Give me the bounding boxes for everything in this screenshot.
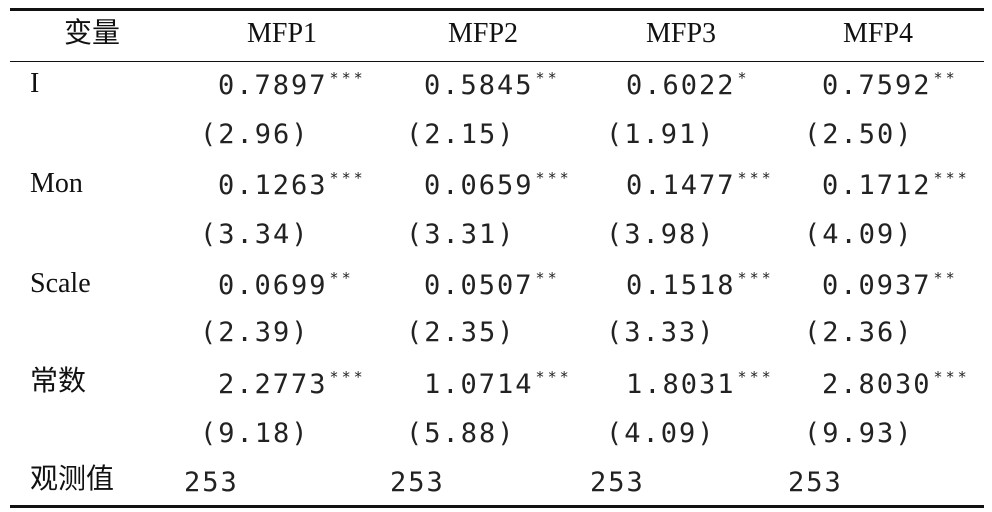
coef-cell: 0.0937 **: [822, 269, 958, 301]
row-label-mon: Mon: [30, 168, 83, 199]
significance-stars: *: [737, 69, 750, 87]
coef-value: 0.5845: [424, 70, 534, 101]
row-label-constant: 常数: [30, 366, 87, 397]
t-stat-cell: (2.96): [200, 119, 310, 150]
significance-stars: ***: [535, 169, 572, 187]
coef-cell: 0.0659 ***: [424, 169, 572, 201]
observation-count: 253: [788, 467, 843, 498]
significance-stars: ***: [329, 368, 366, 386]
t-stat-cell: (3.31): [406, 219, 516, 250]
significance-stars: **: [329, 269, 354, 287]
row-label-i: I: [30, 68, 40, 99]
header-variable: 变量: [64, 18, 121, 49]
coef-cell: 0.7897 ***: [218, 69, 366, 101]
coef-value: 0.0659: [424, 170, 534, 201]
header-mfp2: MFP2: [448, 18, 519, 49]
coef-value: 0.6022: [626, 70, 736, 101]
t-stat-cell: (9.18): [200, 418, 310, 449]
observation-count: 253: [184, 467, 239, 498]
coef-cell: 1.8031 ***: [626, 368, 774, 400]
significance-stars: ***: [933, 368, 970, 386]
coef-value: 2.2773: [218, 369, 328, 400]
row-label-observations: 观测值: [30, 464, 115, 495]
coef-cell: 0.6022 *: [626, 69, 750, 101]
coef-value: 0.1477: [626, 170, 736, 201]
coef-cell: 0.1518 ***: [626, 269, 774, 301]
t-stat-cell: (2.36): [804, 317, 914, 348]
coef-value: 0.7897: [218, 70, 328, 101]
coef-cell: 0.5845 **: [424, 69, 560, 101]
coef-cell: 2.2773 ***: [218, 368, 366, 400]
observation-count: 253: [590, 467, 645, 498]
header-mfp1: MFP1: [247, 18, 318, 49]
table-top-rule: [10, 8, 984, 11]
t-stat-cell: (2.15): [406, 119, 516, 150]
significance-stars: **: [535, 69, 560, 87]
coef-value: 1.8031: [626, 369, 736, 400]
t-stat-cell: (4.09): [606, 418, 716, 449]
significance-stars: **: [933, 269, 958, 287]
t-stat-cell: (3.98): [606, 219, 716, 250]
t-stat-cell: (4.09): [804, 219, 914, 250]
t-stat-cell: (2.39): [200, 317, 310, 348]
t-stat-cell: (5.88): [406, 418, 516, 449]
coef-value: 0.1712: [822, 170, 932, 201]
t-stat-cell: (1.91): [606, 119, 716, 150]
significance-stars: ***: [737, 169, 774, 187]
t-stat-cell: (2.50): [804, 119, 914, 150]
significance-stars: ***: [737, 368, 774, 386]
coef-value: 0.1263: [218, 170, 328, 201]
coef-value: 0.0507: [424, 270, 534, 301]
coef-cell: 0.0699 **: [218, 269, 354, 301]
t-stat-cell: (3.33): [606, 317, 716, 348]
significance-stars: ***: [329, 69, 366, 87]
significance-stars: **: [933, 69, 958, 87]
row-label-scale: Scale: [30, 268, 91, 299]
coef-value: 0.0699: [218, 270, 328, 301]
table-header-rule: [10, 61, 984, 62]
t-stat-cell: (9.93): [804, 418, 914, 449]
coef-cell: 2.8030 ***: [822, 368, 970, 400]
coef-value: 0.0937: [822, 270, 932, 301]
significance-stars: ***: [329, 169, 366, 187]
significance-stars: ***: [535, 368, 572, 386]
coef-cell: 0.7592 **: [822, 69, 958, 101]
coef-cell: 0.1712 ***: [822, 169, 970, 201]
t-stat-cell: (3.34): [200, 219, 310, 250]
coef-value: 0.7592: [822, 70, 932, 101]
coef-cell: 1.0714 ***: [424, 368, 572, 400]
observation-count: 253: [390, 467, 445, 498]
t-stat-cell: (2.35): [406, 317, 516, 348]
table-bottom-rule: [10, 505, 984, 508]
header-mfp3: MFP3: [646, 18, 717, 49]
coef-value: 2.8030: [822, 369, 932, 400]
coef-value: 1.0714: [424, 369, 534, 400]
coef-value: 0.1518: [626, 270, 736, 301]
significance-stars: ***: [737, 269, 774, 287]
header-mfp4: MFP4: [843, 18, 914, 49]
coef-cell: 0.1477 ***: [626, 169, 774, 201]
significance-stars: ***: [933, 169, 970, 187]
coef-cell: 0.0507 **: [424, 269, 560, 301]
significance-stars: **: [535, 269, 560, 287]
coef-cell: 0.1263 ***: [218, 169, 366, 201]
